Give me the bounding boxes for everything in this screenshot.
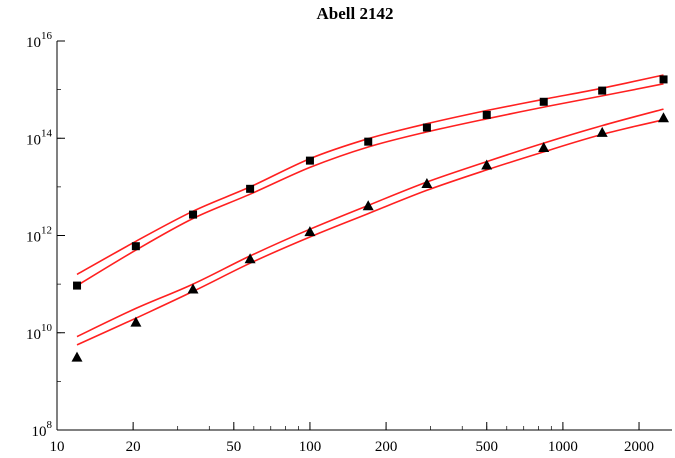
model-band-lower-square bbox=[76, 83, 664, 287]
y-tick-label: 108 bbox=[32, 419, 53, 440]
triangle-point bbox=[130, 316, 142, 327]
triangle-point bbox=[187, 283, 199, 294]
chart-title: Abell 2142 bbox=[317, 4, 394, 23]
x-axis: 10 20 50 100 200 500 1000 2000 bbox=[50, 422, 654, 455]
square-point bbox=[189, 210, 198, 219]
square-point bbox=[364, 137, 373, 146]
triangle-point bbox=[421, 178, 433, 188]
y-tick-label: 1014 bbox=[26, 127, 53, 148]
x-tick-label: 1000 bbox=[548, 439, 578, 455]
triangle-point bbox=[538, 142, 550, 152]
square-point bbox=[422, 123, 431, 132]
y-tick-label: 1012 bbox=[26, 225, 52, 246]
x-tick-label: 20 bbox=[126, 439, 141, 455]
square-point bbox=[482, 110, 491, 119]
square-point bbox=[598, 86, 607, 95]
model-band-lower-triangle bbox=[76, 119, 664, 346]
data-points bbox=[71, 75, 669, 362]
y-tick-label: 1016 bbox=[26, 30, 53, 51]
model-band-upper-square bbox=[76, 74, 664, 276]
triangle-point bbox=[304, 226, 316, 237]
square-point bbox=[131, 242, 140, 251]
triangle-point bbox=[71, 351, 83, 362]
y-tick-label: 1010 bbox=[26, 322, 53, 343]
x-tick-label: 2000 bbox=[624, 439, 654, 455]
triangle-point bbox=[596, 126, 608, 137]
triangle-point bbox=[658, 112, 669, 123]
triangle-point bbox=[362, 200, 374, 211]
x-tick-label: 500 bbox=[475, 439, 498, 455]
square-point bbox=[246, 184, 255, 193]
triangle-point bbox=[481, 159, 493, 170]
square-point bbox=[305, 156, 314, 165]
square-point bbox=[539, 97, 548, 106]
square-point bbox=[659, 75, 668, 84]
x-tick-label: 50 bbox=[226, 439, 241, 455]
x-tick-label: 10 bbox=[50, 439, 65, 455]
y-axis: 108 1010 1012 1014 1016 bbox=[26, 30, 65, 440]
plot-frame bbox=[56, 41, 672, 431]
x-tick-label: 200 bbox=[375, 439, 398, 455]
triangle-point bbox=[244, 253, 256, 264]
x-tick-label: 100 bbox=[299, 439, 322, 455]
square-point bbox=[73, 281, 82, 290]
